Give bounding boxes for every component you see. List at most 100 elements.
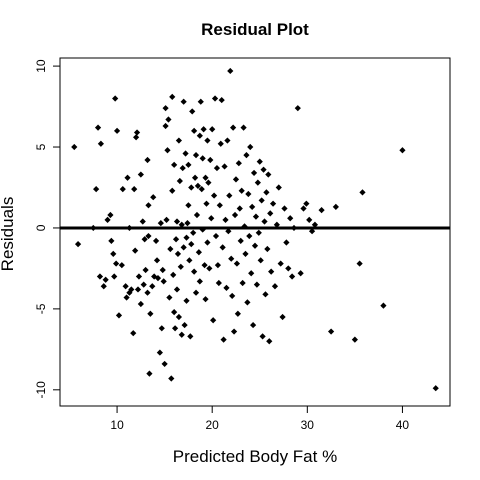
data-point [165,116,172,123]
data-point [222,216,229,223]
data-point [185,161,192,168]
data-point [230,124,237,131]
data-point [327,328,335,335]
data-point [146,370,153,377]
data-point [180,98,187,105]
data-point [236,205,243,212]
data-point [202,174,209,181]
data-point [215,279,222,287]
chart-title: Residual Plot [201,20,309,39]
data-point [115,312,123,319]
data-point [332,203,339,211]
data-point [266,338,273,345]
data-point [221,163,228,170]
data-point [178,221,185,228]
data-point [231,211,239,219]
data-point [255,229,262,236]
data-point [142,266,149,274]
data-point [130,330,137,337]
data-point [294,105,301,112]
data-point [100,283,107,290]
y-tick-label: 10 [34,59,48,73]
data-point [359,189,366,196]
data-point [112,95,119,102]
data-point [268,268,275,275]
data-point [173,218,181,225]
data-point [265,171,272,178]
data-point [161,360,168,368]
data-point [235,160,242,167]
data-point [224,137,231,144]
data-point [258,197,265,204]
data-point [246,232,253,240]
data-point [263,189,270,196]
data-point [174,250,182,257]
data-point [154,275,162,282]
data-point [243,152,250,159]
data-point [74,241,82,248]
data-point [218,96,225,104]
data-point [203,200,210,207]
data-point [158,325,165,332]
data-point [297,270,304,277]
data-point [132,247,139,254]
data-point [207,156,214,164]
data-point [168,375,175,382]
data-point [275,184,282,191]
data-point [283,239,290,246]
data-point [201,262,208,269]
data-point [256,158,263,165]
x-axis: 10 20 30 40 [110,406,409,432]
data-point [191,174,199,181]
data-point [198,186,205,193]
data-point [208,215,215,222]
data-point [182,150,189,157]
data-point [166,294,173,301]
data-point [178,331,185,338]
x-tick-label: 20 [206,418,220,432]
data-point [177,263,184,270]
data-point [260,166,267,173]
data-point [233,260,241,267]
x-tick-label: 40 [396,418,410,432]
data-point [175,313,183,321]
data-point [183,234,190,241]
data-point [137,300,144,308]
data-point [164,147,171,154]
y-tick-label: -10 [34,381,48,399]
data-point [290,224,298,232]
data-point [163,216,170,223]
data-point [223,284,230,291]
data-point [135,273,143,280]
data-point [113,260,120,267]
data-point [90,224,97,232]
data-point [196,132,203,139]
data-point [212,232,220,240]
data-point [157,219,164,227]
data-point [197,98,204,105]
data-point [257,257,264,264]
data-point [247,143,254,151]
data-point [187,333,194,340]
data-point [220,336,227,343]
data-point [189,108,196,115]
data-point [180,244,187,251]
data-point [124,174,131,181]
data-point [195,249,202,256]
data-point [169,93,176,100]
data-point [249,321,257,329]
data-point [151,273,158,280]
data-point [356,260,363,267]
data-point [173,286,181,293]
data-point [139,218,146,225]
data-point [194,182,202,189]
data-point [432,385,439,392]
data-point [241,223,248,230]
data-point [188,184,195,191]
data-point [144,289,151,296]
data-point [147,310,154,317]
data-point [269,200,277,207]
data-point [217,140,224,147]
data-point [102,276,109,283]
data-point [267,210,274,217]
